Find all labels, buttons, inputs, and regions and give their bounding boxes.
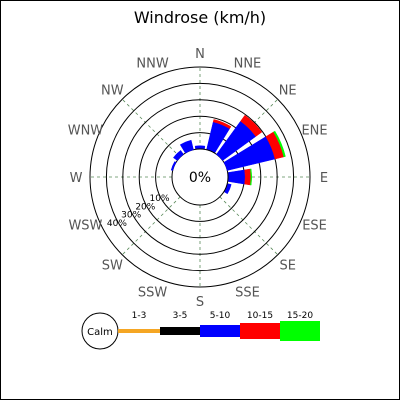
legend-label-10-15: 10-15 <box>247 311 273 321</box>
spoke-line <box>121 98 181 158</box>
ring-circle <box>138 115 262 239</box>
direction-label-nnw: NNW <box>136 56 168 71</box>
direction-label-w: W <box>70 171 83 186</box>
center-label: 0% <box>189 170 211 186</box>
direction-label-nne: NNE <box>234 56 262 71</box>
legend-swatch-15-20 <box>280 321 320 341</box>
spoke-line <box>219 196 279 256</box>
ring-circle <box>122 99 278 255</box>
legend-swatch-1-3 <box>118 329 160 333</box>
legend-label-3-5: 3-5 <box>173 311 188 321</box>
spoke-line <box>121 196 181 256</box>
direction-label-wnw: WNW <box>68 124 104 139</box>
bar-nw-5-10 <box>173 150 184 161</box>
chart-title: Windrose (km/h) <box>134 8 266 27</box>
legend-swatch-3-5 <box>160 327 200 335</box>
legend-swatch-10-15 <box>240 323 280 339</box>
ring-circle <box>105 82 295 272</box>
polar-grid <box>89 66 311 288</box>
direction-label-sse: SSE <box>235 286 260 301</box>
bar-nnw-5-10 <box>179 139 194 154</box>
direction-label-ene: ENE <box>301 124 327 139</box>
ring-labels: 10%20%30%40% <box>107 194 170 229</box>
direction-labels: N NNE NE ENE E ESE SE SSE S SSW SW WSW W WNW NW NNW <box>68 47 328 310</box>
ring-circle <box>89 66 311 288</box>
legend-swatch-5-10 <box>200 325 240 337</box>
ring-label: 30% <box>121 211 141 221</box>
bar-nne-10-15 <box>212 119 232 129</box>
direction-label-ese: ESE <box>302 218 327 233</box>
ring-label: 40% <box>107 219 127 229</box>
wind-bars <box>170 114 286 195</box>
legend-label-15-20: 15-20 <box>287 311 313 321</box>
bar-n-5-10 <box>194 145 206 149</box>
bar-e-5-10 <box>228 169 246 185</box>
bar-e-10-15 <box>244 168 252 186</box>
bar-ene-15-20 <box>273 130 286 158</box>
legend: Calm 1-3 3-5 5-10 10-15 15-20 <box>81 311 320 350</box>
direction-label-s: S <box>196 295 204 310</box>
legend-calm-label: Calm <box>87 327 113 338</box>
direction-label-sw: SW <box>102 259 123 274</box>
direction-label-wsw: WSW <box>68 218 102 233</box>
direction-label-nw: NW <box>101 83 124 98</box>
direction-label-se: SE <box>279 259 295 274</box>
bar-e-15-20 <box>250 168 253 186</box>
legend-label-5-10: 5-10 <box>210 311 231 321</box>
bar-wnw-5-10 <box>170 161 177 171</box>
legend-label-1-3: 1-3 <box>132 311 147 321</box>
ring-label: 10% <box>150 194 170 204</box>
ring-label: 20% <box>135 202 155 212</box>
direction-label-e: E <box>320 171 328 186</box>
bar-ese-5-10 <box>224 183 232 195</box>
bar-ne-10-15 <box>240 114 263 137</box>
direction-label-n: N <box>195 47 205 62</box>
direction-label-ne: NE <box>279 83 297 98</box>
direction-label-ssw: SSW <box>138 286 168 301</box>
